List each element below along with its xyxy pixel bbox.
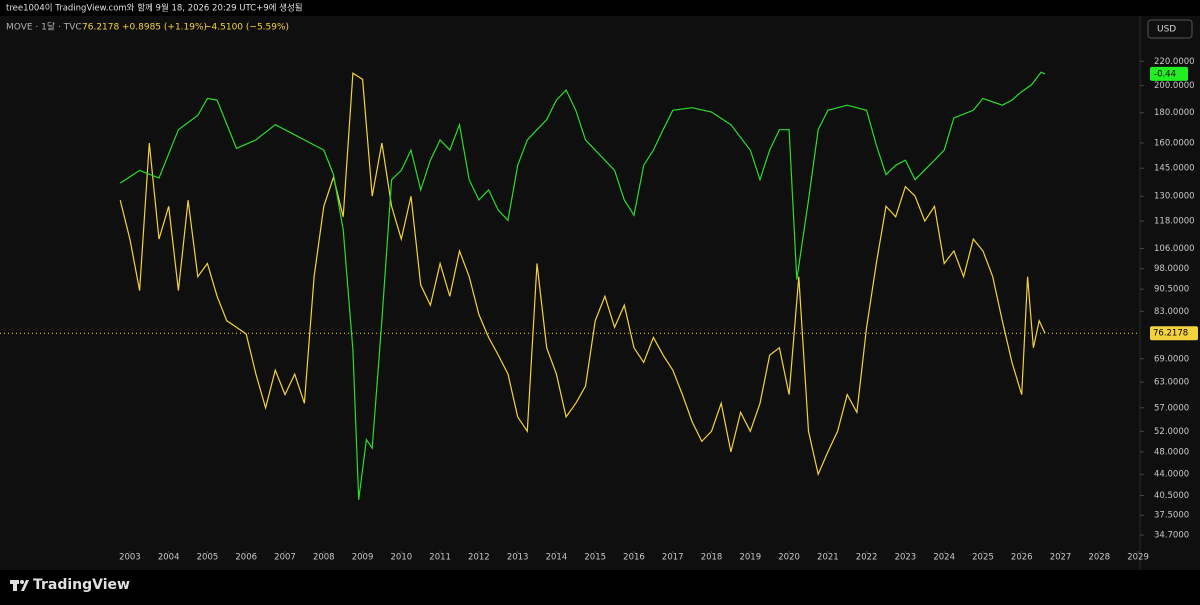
y-tick-label: 160.0000 (1154, 138, 1195, 148)
x-tick-label: 2029 (1127, 553, 1149, 563)
y-tick-label: 98.0000 (1154, 264, 1189, 274)
y-tick-label: 220.0000 (1154, 57, 1195, 67)
series-line (119, 71, 1046, 500)
footer-bar (0, 570, 1200, 605)
currency[interactable]: USD (1157, 25, 1176, 35)
currency-box[interactable] (1147, 19, 1193, 39)
y-tick-label: 44.0000 (1154, 470, 1189, 480)
x-tick-label: 2022 (856, 553, 878, 563)
header-bar (0, 0, 1200, 16)
x-tick-label: 2028 (1088, 553, 1110, 563)
legend: MOVE · 1달 · TVC 76.2178 +0.8985 (+1.19%)… (6, 21, 289, 33)
legend-change: +0.8985 (+1.19%) (122, 23, 207, 33)
y-tick-label: 37.5000 (1154, 511, 1189, 521)
y-tick-label: 130.0000 (1154, 192, 1195, 202)
x-tick-label: 2010 (391, 553, 413, 563)
y-tick-label: 69.0000 (1154, 354, 1189, 364)
x-tick-label: 2006 (235, 553, 257, 563)
header-text: tree1004이 TradingView.com와 함께 9월 18, 202… (6, 3, 303, 14)
x-tick-label: 2005 (197, 553, 219, 563)
y-tick-label: 57.0000 (1154, 403, 1189, 413)
y-tick-label: 145.0000 (1154, 164, 1195, 174)
y-tick-label: 34.7000 (1154, 531, 1189, 541)
y-tick-label: 48.0000 (1154, 447, 1189, 457)
indicator-label: -0.44 (1154, 69, 1176, 79)
y-tick-label: 40.5000 (1154, 491, 1189, 501)
y-tick-label: 63.0000 (1154, 378, 1189, 388)
x-tick-label: 2007 (274, 553, 296, 563)
x-tick-label: 2012 (468, 553, 490, 563)
x-tick-label: 2015 (584, 553, 606, 563)
x-tick-label: 2027 (1050, 553, 1072, 563)
y-tick-label: 180.0000 (1154, 108, 1195, 118)
x-tick-label: 2009 (352, 553, 374, 563)
x-tick-label: 2024 (933, 553, 955, 563)
x-tick-label: 2011 (429, 553, 451, 563)
x-tick-label: 2019 (739, 553, 761, 563)
y-tick-label: 200.0000 (1154, 81, 1195, 91)
brand: TradingView (33, 577, 130, 593)
x-tick-label: 2021 (817, 553, 839, 563)
plot (119, 71, 1046, 500)
legend-series-name: MOVE · 1달 · TVC (6, 21, 82, 33)
legend-last-value: 76.2178 (82, 23, 119, 33)
y-tick-label: 118.0000 (1154, 217, 1195, 227)
x-tick-label: 2020 (778, 553, 800, 563)
x-tick-label: 2023 (895, 553, 917, 563)
x-tick-label: 2013 (507, 553, 529, 563)
x-tick-label: 2018 (701, 553, 723, 563)
series-line (119, 72, 1046, 477)
y-tick-label: 106.0000 (1154, 244, 1195, 254)
y-tick-label: 90.5000 (1154, 285, 1189, 295)
last-price-badge (1150, 326, 1198, 341)
y-tick-label: 83.0000 (1154, 307, 1189, 317)
x-tick-label: 2008 (313, 553, 335, 563)
indicator-badge (1150, 66, 1188, 81)
x-tick-label: 2016 (623, 553, 645, 563)
y-tick-label: 52.0000 (1154, 427, 1189, 437)
brand-logo (10, 580, 29, 591)
x-tick-label: 2004 (158, 553, 180, 563)
x-tick-label: 2003 (119, 553, 141, 563)
x-tick-label: 2025 (972, 553, 994, 563)
last-price-label: 76.2178 (1153, 329, 1188, 339)
x-tick-label: 2017 (662, 553, 684, 563)
legend-change-2: −4.5100 (−5.59%) (204, 23, 289, 33)
x-tick-label: 2014 (546, 553, 568, 563)
x-tick-label: 2026 (1011, 553, 1033, 563)
